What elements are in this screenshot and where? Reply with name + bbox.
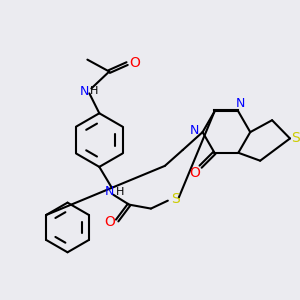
Text: N: N: [104, 185, 114, 198]
Text: N: N: [236, 97, 245, 110]
Text: O: O: [130, 56, 140, 70]
Text: N: N: [190, 124, 199, 136]
Text: S: S: [292, 131, 300, 146]
Text: S: S: [171, 192, 180, 206]
Text: O: O: [189, 166, 200, 180]
Text: H: H: [116, 187, 124, 197]
Text: N: N: [80, 85, 89, 98]
Text: O: O: [104, 215, 115, 230]
Text: H: H: [90, 86, 98, 96]
